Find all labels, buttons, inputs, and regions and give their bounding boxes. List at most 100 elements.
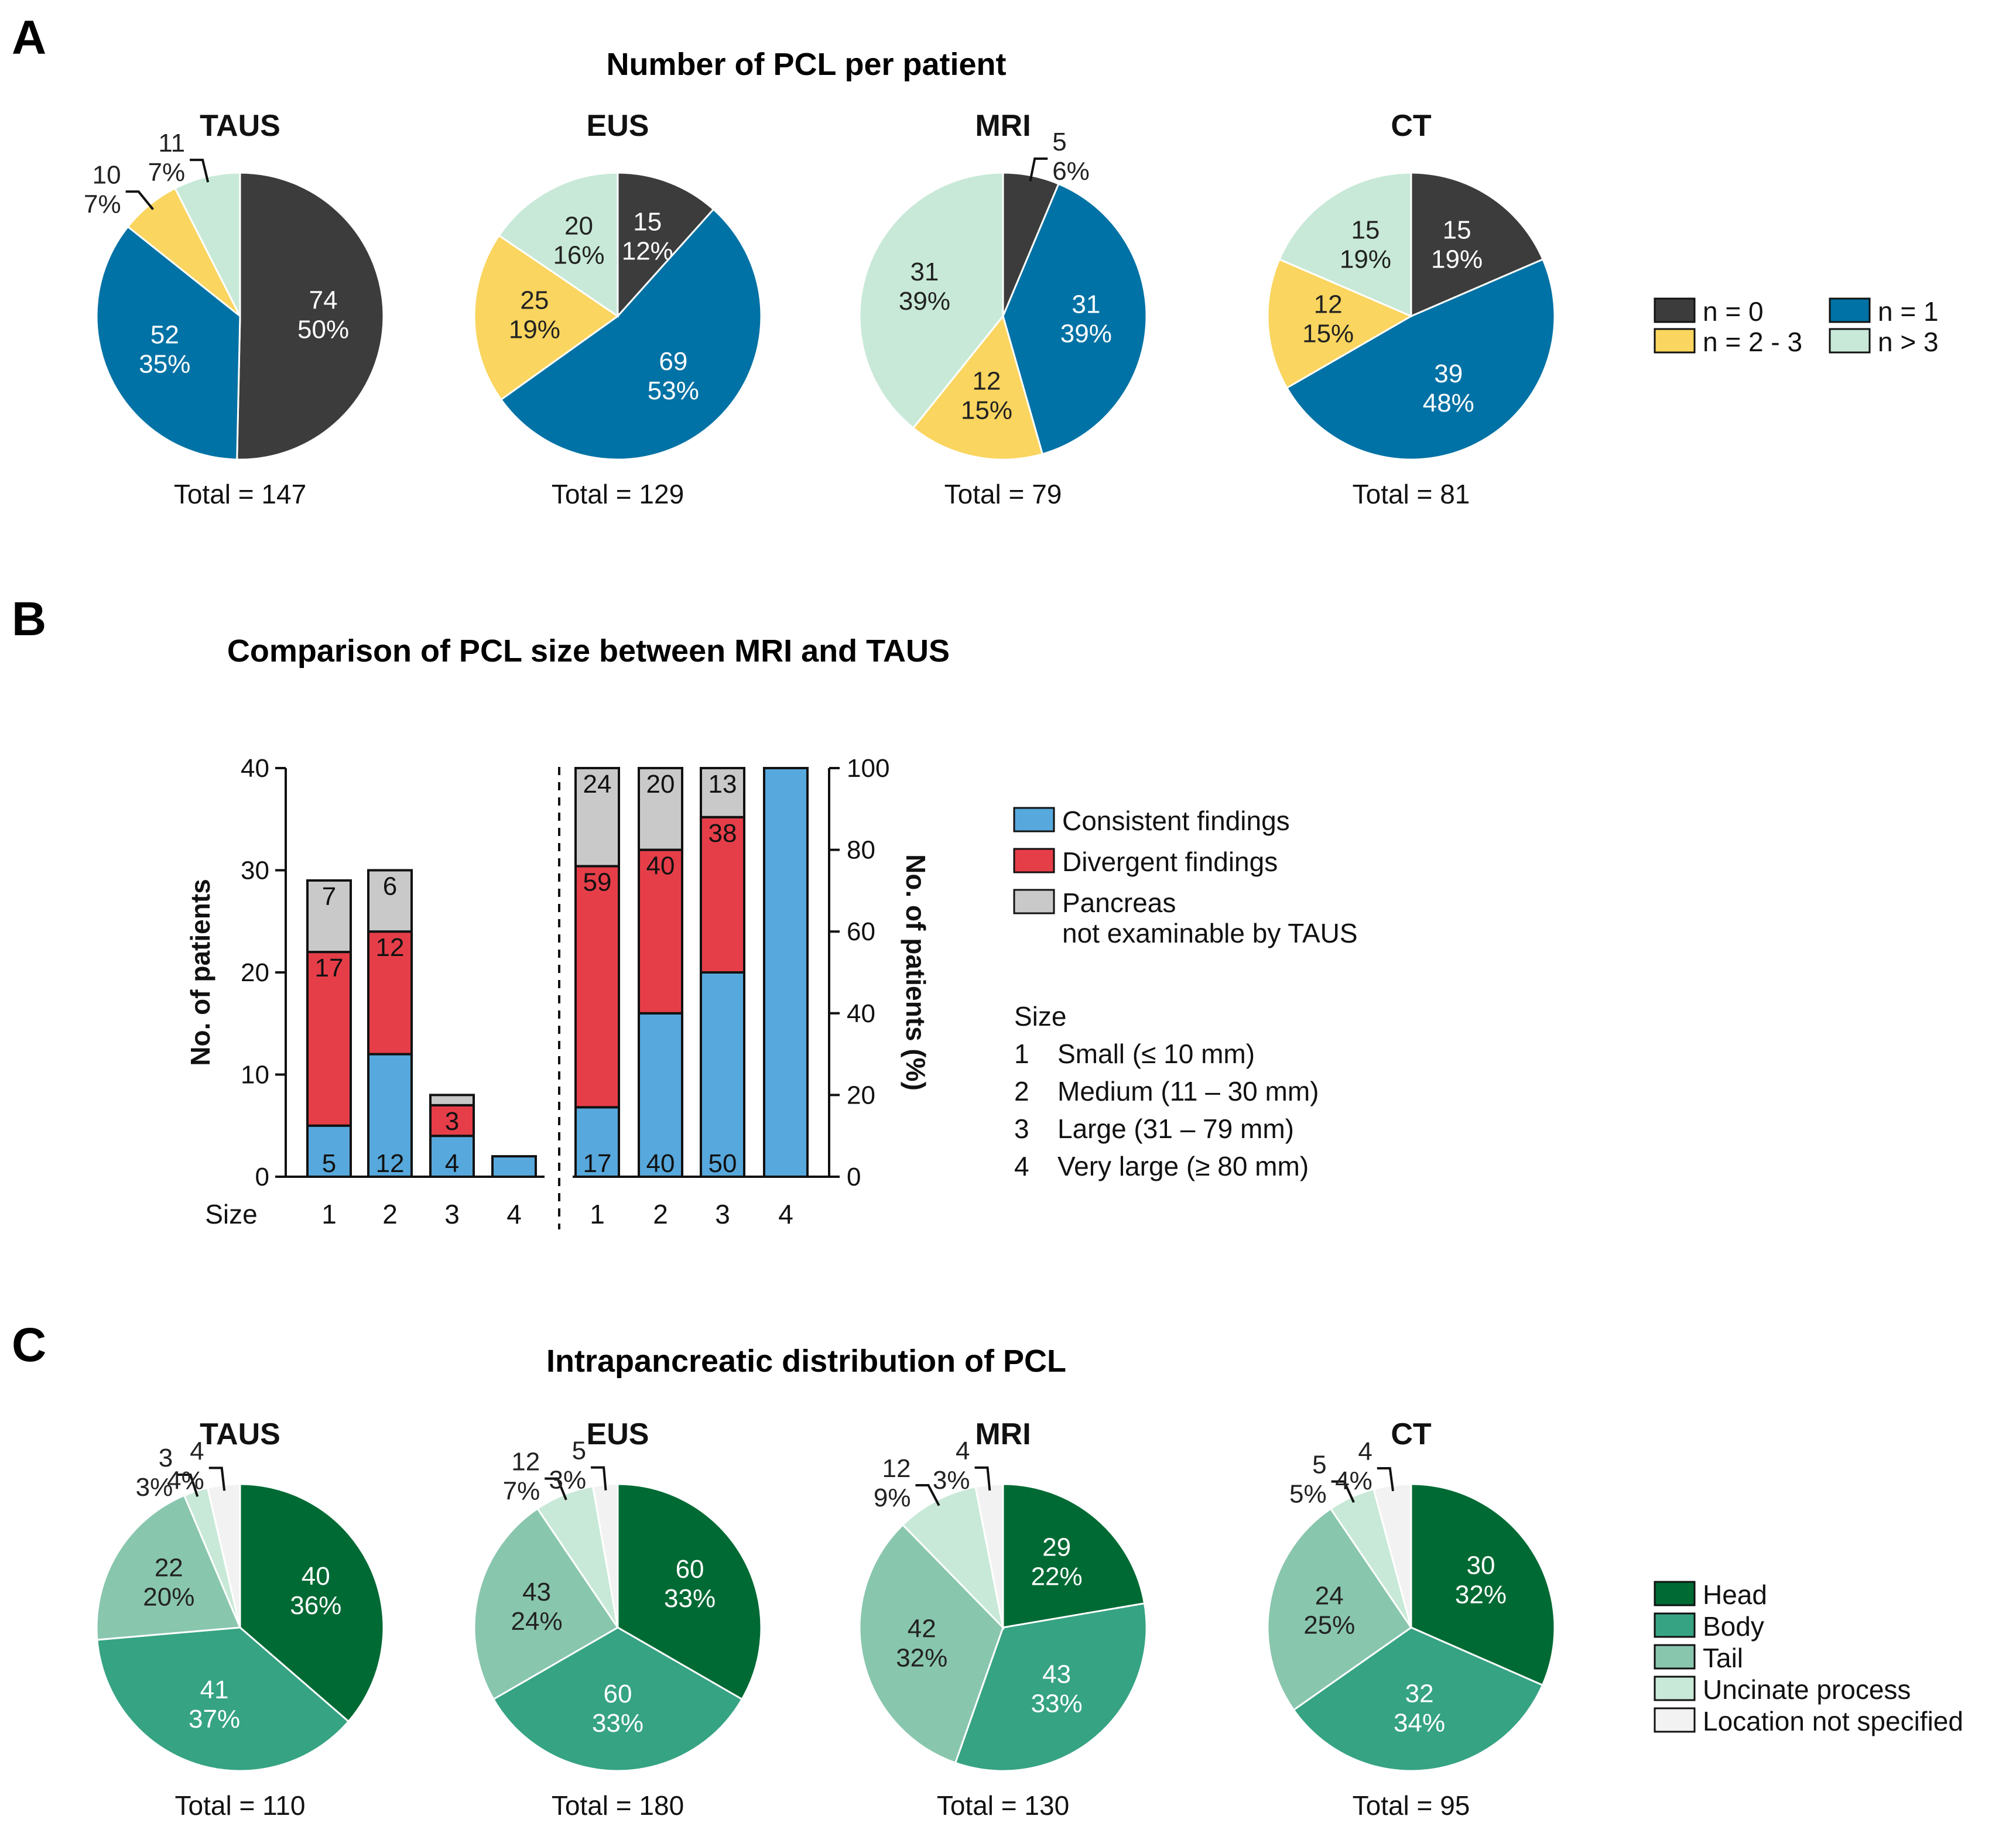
pie-total-label: Total = 180 <box>552 1790 684 1821</box>
bar-segment <box>638 848 683 1015</box>
pie-slice <box>617 1483 762 1701</box>
panel-a-letter: A <box>12 11 46 64</box>
pie-value-label: 30 <box>1466 1551 1495 1580</box>
legend-swatch <box>1654 1644 1696 1670</box>
pie-title: TAUS <box>200 1417 280 1451</box>
pie-value-label: 4 <box>190 1437 204 1465</box>
legend-label: Location not specified <box>1703 1706 1963 1736</box>
legend-swatch <box>1013 807 1055 832</box>
pie-percent-label: 25% <box>1303 1611 1355 1639</box>
pie-percent-label: 39% <box>1060 319 1112 348</box>
pie-value-label: 24 <box>1315 1581 1344 1610</box>
y-axis-title-left: No. of patients <box>185 879 215 1065</box>
pie-value-label: 60 <box>604 1680 632 1708</box>
pie-label-leader <box>974 1466 991 1491</box>
pie-total-label: Total = 95 <box>1353 1790 1470 1821</box>
x-tick-label: 1 <box>590 1199 605 1229</box>
pie-total-label: Total = 110 <box>175 1790 306 1821</box>
pie-slice <box>1267 258 1413 389</box>
pie-label-leader <box>1331 1480 1355 1503</box>
bar-segment <box>306 1124 352 1178</box>
x-tick-label: 1 <box>321 1199 337 1229</box>
pie-value-label: 15 <box>633 207 662 236</box>
bar-segment <box>306 879 352 954</box>
pie-value-label: 15 <box>1443 215 1471 244</box>
pie-value-label: 20 <box>564 211 593 240</box>
pie-slice <box>1002 183 1148 455</box>
size-key-number: 1 <box>1014 1039 1029 1069</box>
pie-percent-label: 19% <box>509 316 560 344</box>
y-tick-label-right: 80 <box>847 836 875 865</box>
pie-percent-label: 53% <box>648 376 699 405</box>
pie-percent-label: 33% <box>664 1584 716 1613</box>
pie-percent-label: 37% <box>189 1705 240 1733</box>
pie-value-label: 15 <box>1351 215 1380 244</box>
bar-value-label: 3 <box>445 1107 459 1136</box>
pie-slice <box>473 234 619 401</box>
x-tick-label: 2 <box>382 1199 398 1229</box>
pie-slice <box>236 172 385 461</box>
bar-value-label: 59 <box>583 868 612 897</box>
legend-swatch <box>1829 297 1871 323</box>
pie-percent-label: 5% <box>1289 1480 1327 1509</box>
pie-slice <box>239 1483 385 1723</box>
y-tick-label-left: 30 <box>241 856 269 885</box>
pie-slice <box>954 1602 1148 1772</box>
y-tick-label-left: 20 <box>241 958 269 987</box>
size-key-number: 4 <box>1014 1151 1029 1181</box>
bar-segment <box>429 1104 475 1138</box>
size-key-number: 3 <box>1014 1113 1029 1144</box>
pie-value-label: 25 <box>520 286 549 315</box>
pie-percent-label: 15% <box>961 396 1012 424</box>
pie-title: EUS <box>587 1417 649 1451</box>
legend-swatch <box>1654 328 1696 354</box>
legend-label: Body <box>1703 1611 1764 1642</box>
pie-value-label: 12 <box>972 366 1001 395</box>
pie-value-label: 41 <box>200 1676 229 1704</box>
bar-value-label: 17 <box>315 954 344 982</box>
bar-segment <box>367 1053 413 1178</box>
legend-label: Pancreas <box>1062 888 1176 918</box>
legend-swatch <box>1654 1581 1696 1606</box>
size-key-text: Very large (≥ 80 mm) <box>1057 1151 1309 1181</box>
pie-percent-label: 19% <box>1340 245 1391 273</box>
pie-percent-label: 7% <box>503 1477 540 1506</box>
pie-percent-label: 12% <box>622 237 673 265</box>
bar-value-label: 12 <box>376 1149 405 1178</box>
pie-value-label: 60 <box>676 1555 704 1584</box>
bar-segment <box>574 1106 620 1178</box>
y-tick-label-right: 0 <box>847 1163 861 1191</box>
bar-segment <box>700 816 745 974</box>
pie-value-label: 4 <box>1358 1437 1372 1466</box>
size-key-text: Large (31 – 79 mm) <box>1057 1113 1294 1144</box>
pie-percent-label: 4% <box>167 1466 204 1495</box>
pie-percent-label: 16% <box>553 241 604 269</box>
pie-value-label: 5 <box>1312 1451 1326 1479</box>
y-tick-label-right: 40 <box>847 999 875 1028</box>
legend-label-line2: not examinable by TAUS <box>1062 918 1358 948</box>
pie-percent-label: 48% <box>1423 389 1474 417</box>
pie-value-label: 32 <box>1405 1679 1434 1708</box>
x-axis-title: Size <box>205 1199 257 1229</box>
pie-percent-label: 33% <box>1031 1690 1083 1718</box>
legend-label: Uncinate process <box>1703 1674 1911 1705</box>
pie-percent-label: 32% <box>1455 1580 1507 1609</box>
pie-label-leader <box>915 1484 940 1506</box>
pie-value-label: 12 <box>882 1454 911 1483</box>
size-key-heading: Size <box>1014 1001 1066 1032</box>
pie-slice <box>1002 1483 1146 1629</box>
pie-value-label: 43 <box>1042 1660 1071 1689</box>
bar-value-label: 5 <box>322 1149 336 1178</box>
pie-percent-label: 35% <box>139 350 190 378</box>
bar-segment <box>429 1135 475 1178</box>
pie-percent-label: 39% <box>899 287 950 316</box>
bar-segment <box>638 767 683 851</box>
pie-percent-label: 36% <box>290 1591 341 1620</box>
y-tick-label-right: 20 <box>847 1081 875 1109</box>
pie-percent-label: 7% <box>148 158 185 187</box>
panel-a-title: Number of PCL per patient <box>606 47 1006 82</box>
bar-segment <box>638 1012 683 1178</box>
bar-segment <box>429 1094 475 1106</box>
